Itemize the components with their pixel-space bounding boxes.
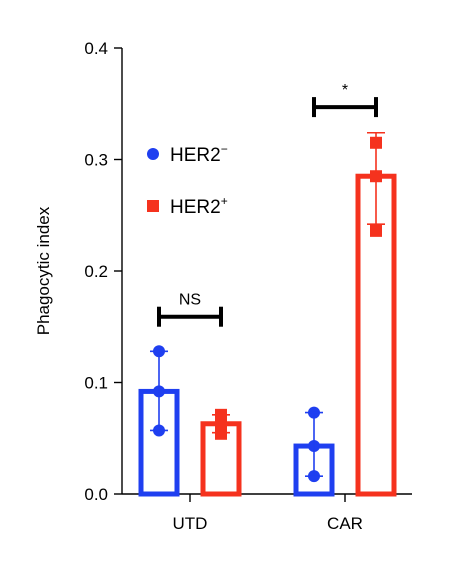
data-points bbox=[153, 136, 382, 483]
legend-marker-circle bbox=[147, 148, 159, 160]
error-bars bbox=[150, 131, 385, 477]
axes: 0.0 0.1 0.2 0.3 0.4 UTD CAR Phagocytic index bbox=[34, 39, 412, 533]
data-point bbox=[370, 224, 382, 237]
y-tick-label: 0.3 bbox=[84, 151, 108, 170]
legend-label-base: HER2 bbox=[170, 197, 221, 218]
significance-brackets: NS * bbox=[157, 82, 378, 327]
y-axis-title: Phagocytic index bbox=[34, 206, 53, 335]
y-tick-label: 0.4 bbox=[84, 39, 108, 58]
legend-marker-square bbox=[147, 200, 159, 212]
data-point bbox=[215, 427, 227, 440]
legend-label: HER2+ bbox=[170, 194, 228, 218]
significance-label: * bbox=[342, 82, 348, 99]
legend-label-base: HER2 bbox=[170, 145, 221, 166]
x-tick-label: CAR bbox=[327, 514, 363, 533]
bars bbox=[138, 173, 397, 497]
x-tick-label: UTD bbox=[173, 514, 208, 533]
y-tick-label: 0.0 bbox=[84, 485, 108, 504]
y-tick-label: 0.1 bbox=[84, 374, 108, 393]
legend-label-superscript: + bbox=[221, 194, 228, 208]
legend-label: HER2− bbox=[170, 142, 228, 166]
y-tick-label: 0.2 bbox=[84, 262, 108, 281]
significance-label: NS bbox=[179, 292, 201, 309]
legend-label-superscript: − bbox=[221, 142, 228, 156]
legend: HER2−HER2+ bbox=[147, 142, 228, 218]
